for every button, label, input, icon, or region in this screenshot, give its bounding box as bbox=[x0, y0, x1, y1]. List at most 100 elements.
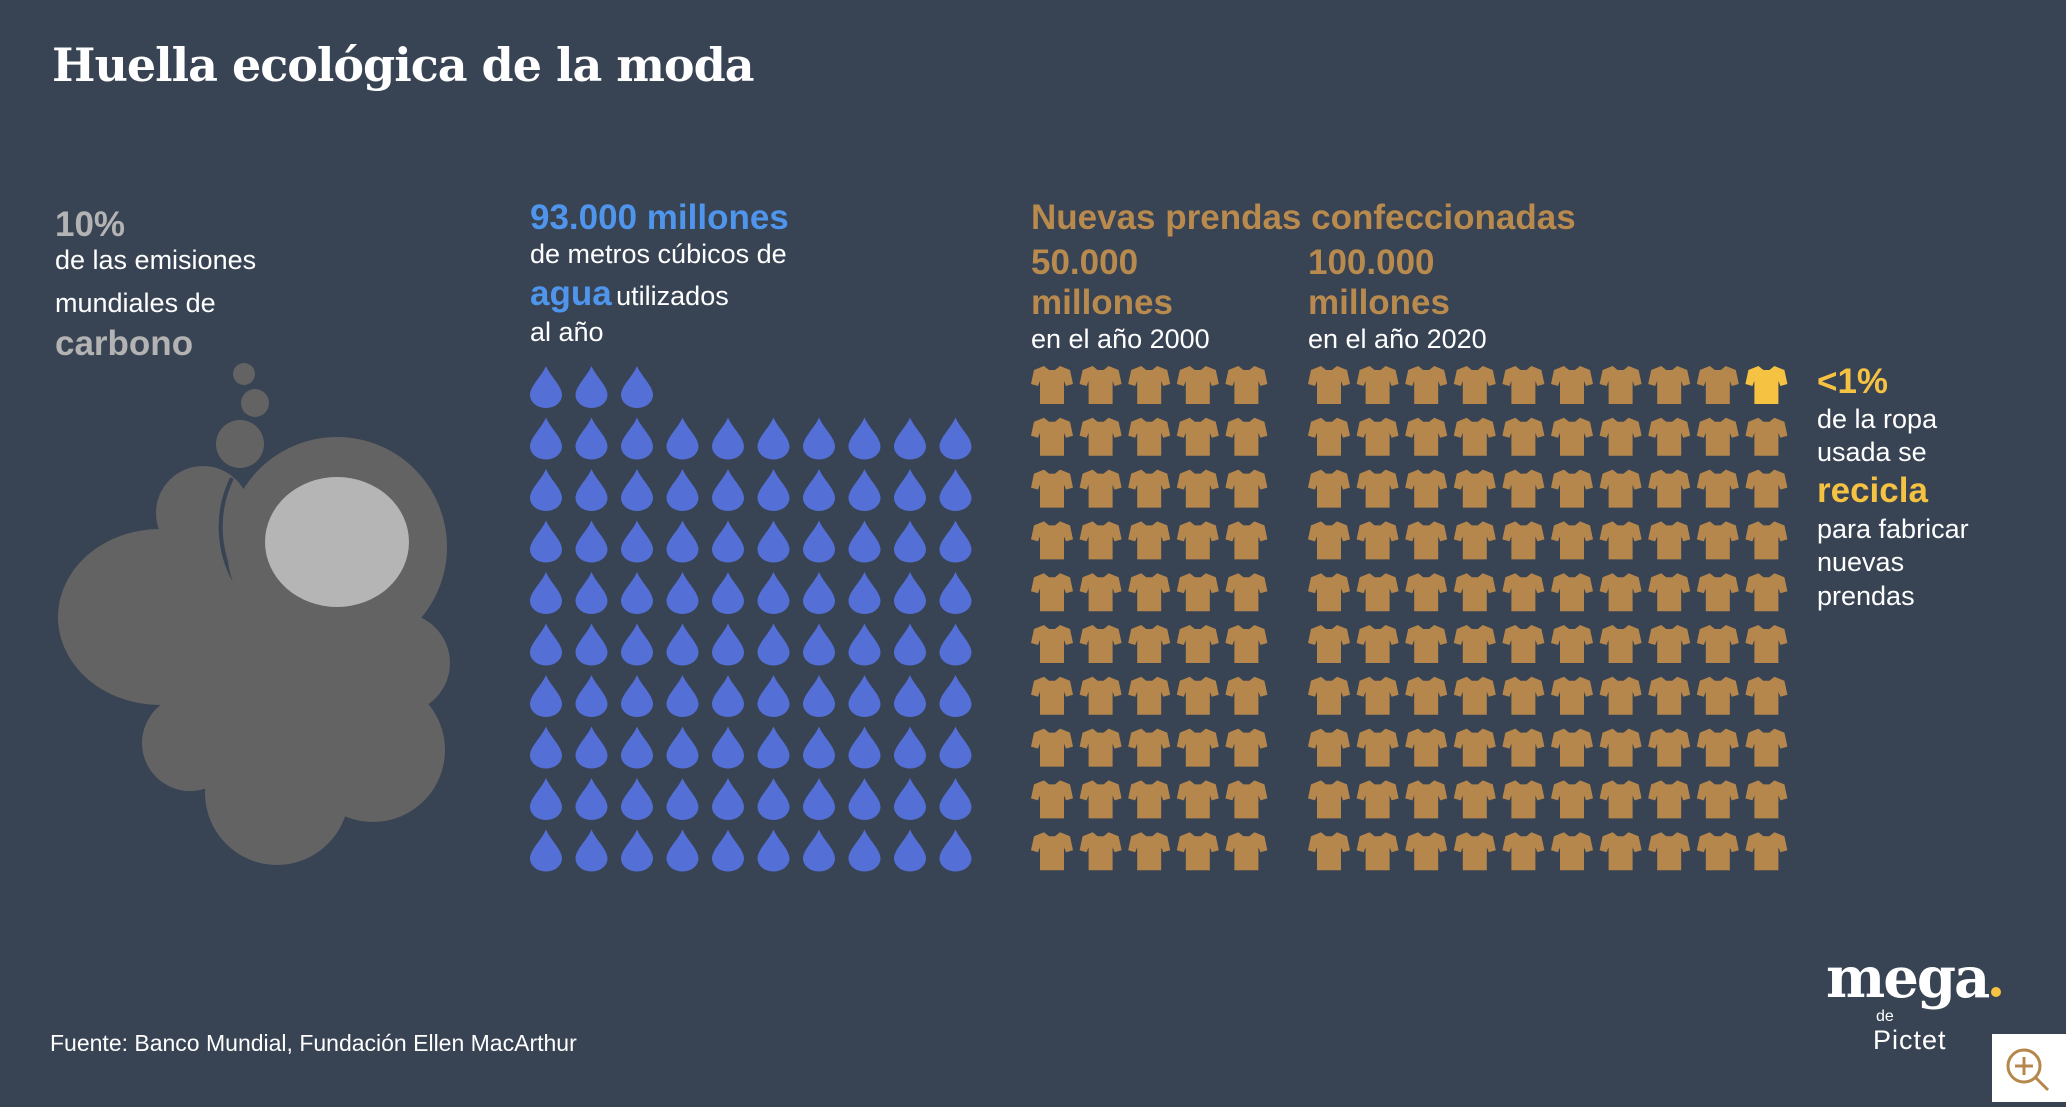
water-drop-icon bbox=[575, 675, 608, 717]
shirt-icon bbox=[1176, 573, 1219, 612]
shirt-icon bbox=[1599, 521, 1642, 560]
shirt-icon bbox=[1745, 780, 1788, 819]
carbon-value: 10% bbox=[55, 205, 126, 244]
garments-2000-label: en el año 2000 bbox=[1031, 324, 1210, 354]
water-value: 93.000 millones bbox=[530, 198, 789, 237]
shirt-icon bbox=[1745, 521, 1788, 560]
water-line3: al año bbox=[530, 317, 604, 347]
shirt-icon bbox=[1599, 832, 1642, 871]
shirt-icon bbox=[1128, 780, 1171, 819]
water-drop-icon bbox=[894, 778, 926, 820]
shirt-icon bbox=[1405, 625, 1448, 663]
water-drop-icon bbox=[757, 623, 790, 666]
shirt-icon bbox=[1745, 728, 1788, 767]
shirt-icon bbox=[1745, 469, 1788, 508]
shirt-icon bbox=[1176, 366, 1219, 404]
water-drop-icon bbox=[530, 469, 562, 511]
shirt-icon bbox=[1745, 676, 1788, 715]
shirts-2000 bbox=[1031, 366, 1268, 871]
shirt-icon bbox=[1696, 573, 1739, 612]
water-drop-icon bbox=[621, 572, 653, 614]
water-drop-icon bbox=[575, 366, 608, 409]
shirt-icon bbox=[1745, 573, 1788, 612]
water-highlight: agua bbox=[530, 274, 612, 313]
shirt-icon bbox=[1453, 676, 1496, 715]
shirt-icon bbox=[1696, 728, 1739, 767]
water-drop-icon bbox=[848, 520, 881, 563]
water-drop-icon bbox=[575, 417, 608, 460]
shirt-icon bbox=[1176, 521, 1219, 560]
water-drop-icon bbox=[757, 520, 790, 563]
water-drop-icon bbox=[803, 829, 835, 872]
shirt-icon bbox=[1308, 521, 1350, 560]
shirt-icon bbox=[1453, 521, 1496, 560]
shirt-icon bbox=[1031, 573, 1073, 612]
water-drop-icon bbox=[757, 778, 790, 821]
carbon-line1: de las emisiones bbox=[55, 245, 257, 275]
shirt-icon bbox=[1308, 366, 1350, 404]
shirt-icon bbox=[1225, 625, 1268, 663]
shirt-icon bbox=[1648, 521, 1691, 560]
logo-pictet: Pictet bbox=[1873, 1025, 1947, 1055]
water-drop-icon bbox=[666, 726, 699, 769]
shirt-icon bbox=[1176, 728, 1219, 767]
shirt-icon bbox=[1225, 676, 1268, 715]
shirt-icon bbox=[1696, 780, 1739, 819]
shirt-icon bbox=[1599, 728, 1642, 767]
water-drop-icon bbox=[894, 726, 926, 769]
shirt-icon bbox=[1356, 780, 1399, 819]
water-drop-icon bbox=[803, 726, 835, 769]
shirt-icon bbox=[1225, 366, 1268, 404]
shirt-icon bbox=[1308, 417, 1350, 456]
shirt-icon bbox=[1502, 366, 1545, 404]
shirt-icon bbox=[1502, 832, 1545, 871]
shirt-icon bbox=[1308, 676, 1350, 715]
logo-de: de bbox=[1876, 1008, 1894, 1025]
water-drop-icon bbox=[621, 469, 653, 511]
water-drop-icon bbox=[803, 623, 835, 666]
page-title: Huella ecológica de la moda bbox=[52, 38, 755, 92]
shirt-icon bbox=[1551, 625, 1593, 663]
carbon-cloud-icon bbox=[58, 363, 450, 865]
shirt-icon bbox=[1551, 728, 1593, 767]
shirt-icon bbox=[1648, 676, 1691, 715]
logo-mega-text: mega bbox=[1826, 945, 1990, 1011]
water-drop-icon bbox=[575, 469, 608, 511]
water-drop-icon bbox=[939, 623, 972, 666]
shirt-icon bbox=[1453, 469, 1496, 508]
water-drop-icon bbox=[848, 726, 881, 769]
water-drop-icon bbox=[712, 675, 744, 717]
water-drop-icon bbox=[939, 520, 972, 563]
shirt-icon bbox=[1405, 832, 1448, 871]
water-drop-icon bbox=[803, 675, 835, 717]
shirt-icon bbox=[1079, 469, 1122, 508]
recycle-line4: nuevas bbox=[1817, 547, 1905, 577]
shirt-icon bbox=[1356, 366, 1399, 404]
sun-icon bbox=[265, 477, 409, 607]
shirt-icon bbox=[1128, 573, 1171, 612]
water-drops bbox=[530, 366, 972, 872]
water-drop-icon bbox=[939, 829, 972, 872]
shirt-icon bbox=[1696, 521, 1739, 560]
shirt-icon bbox=[1079, 573, 1122, 612]
water-drop-icon bbox=[621, 520, 653, 563]
water-drop-icon bbox=[894, 829, 926, 872]
shirt-icon bbox=[1308, 780, 1350, 819]
shirt-icon bbox=[1405, 417, 1448, 456]
shirt-icon bbox=[1599, 625, 1642, 663]
water-drop-icon bbox=[666, 469, 699, 511]
water-drop-icon bbox=[530, 829, 562, 872]
shirt-icon bbox=[1696, 625, 1739, 663]
zoom-in-button[interactable] bbox=[1992, 1034, 2066, 1102]
shirt-icon bbox=[1128, 366, 1171, 404]
shirt-icon bbox=[1405, 573, 1448, 612]
water-line2: agua utilizados bbox=[530, 274, 729, 314]
water-drop-icon bbox=[894, 469, 926, 511]
shirt-icon bbox=[1225, 780, 1268, 819]
shirt-icon bbox=[1405, 780, 1448, 819]
water-drop-icon bbox=[803, 778, 835, 820]
source-note: Fuente: Banco Mundial, Fundación Ellen M… bbox=[50, 1030, 577, 1056]
shirt-icon bbox=[1599, 676, 1642, 715]
shirt-icon bbox=[1176, 417, 1219, 456]
garments-2020-label: en el año 2020 bbox=[1308, 324, 1487, 354]
